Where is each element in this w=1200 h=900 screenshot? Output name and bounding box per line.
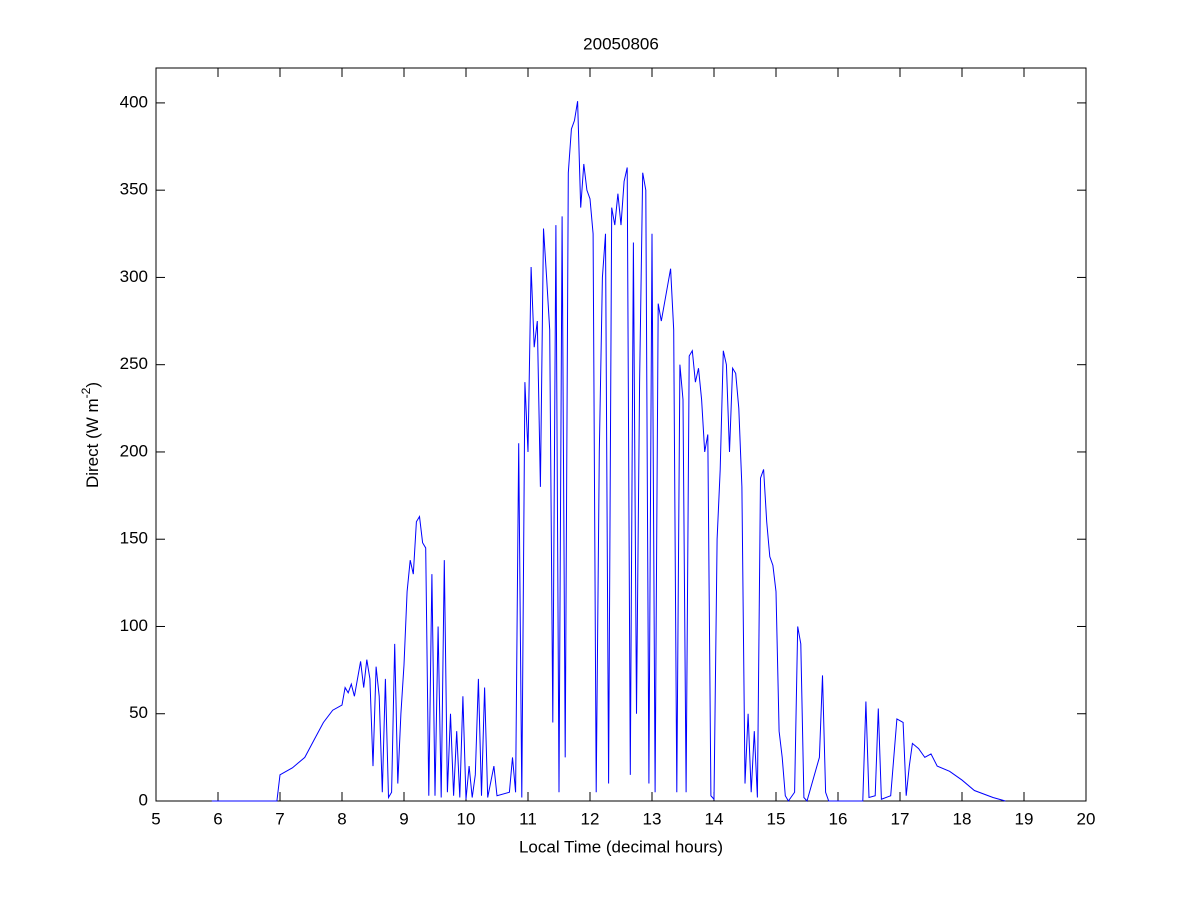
x-tick-label: 20 bbox=[1077, 809, 1096, 828]
x-tick-label: 5 bbox=[151, 809, 160, 828]
y-tick-label: 100 bbox=[120, 616, 148, 635]
chart-title: 20050806 bbox=[583, 34, 659, 53]
x-tick-label: 15 bbox=[767, 809, 786, 828]
x-tick-label: 9 bbox=[399, 809, 408, 828]
y-tick-label: 0 bbox=[139, 790, 148, 809]
x-tick-label: 6 bbox=[213, 809, 222, 828]
y-label-suffix: ) bbox=[83, 382, 102, 388]
x-tick-label: 12 bbox=[581, 809, 600, 828]
x-tick-label: 17 bbox=[891, 809, 910, 828]
x-tick-label: 11 bbox=[519, 809, 537, 828]
data-line bbox=[211, 101, 1006, 803]
x-tick-label: 8 bbox=[337, 809, 346, 828]
x-tick-label: 10 bbox=[457, 809, 476, 828]
y-tick-label: 350 bbox=[120, 180, 148, 199]
x-tick-label: 7 bbox=[275, 809, 284, 828]
y-tick-label: 250 bbox=[120, 354, 148, 373]
x-tick-label: 14 bbox=[705, 809, 724, 828]
y-tick-label: 150 bbox=[120, 529, 148, 548]
y-label-superscript: -2 bbox=[79, 387, 93, 398]
x-tick-label: 13 bbox=[643, 809, 662, 828]
y-tick-label: 50 bbox=[129, 703, 148, 722]
x-tick-label: 18 bbox=[953, 809, 972, 828]
x-tick-label: 19 bbox=[1015, 809, 1034, 828]
plot-frame bbox=[155, 67, 1087, 802]
y-tick-label: 200 bbox=[120, 441, 148, 460]
y-label-text: Direct (W m bbox=[83, 398, 102, 488]
y-tick-label: 300 bbox=[120, 267, 148, 286]
x-tick-label: 16 bbox=[829, 809, 848, 828]
y-axis-label: Direct (W m-2) bbox=[79, 382, 102, 488]
y-tick-label: 400 bbox=[120, 92, 148, 111]
x-axis-label: Local Time (decimal hours) bbox=[519, 837, 723, 856]
